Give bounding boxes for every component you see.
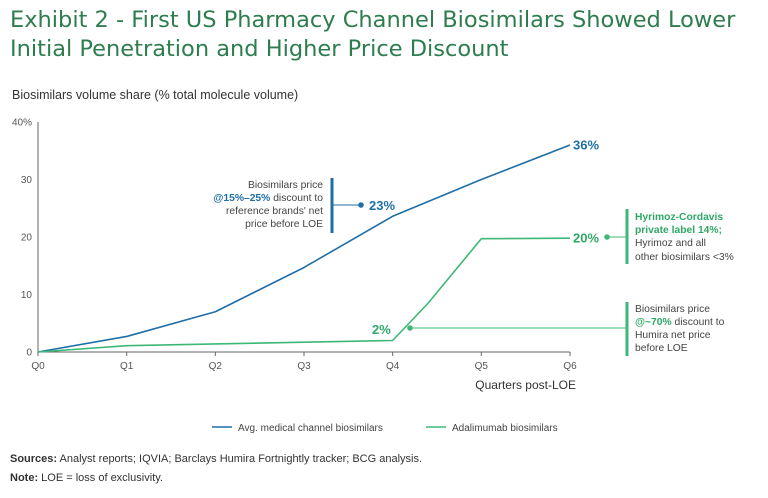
sources-label: Sources:	[10, 453, 58, 465]
annotation-green-top-line4: other biosimilars <3%	[635, 252, 734, 263]
x-tick-label: Q6	[563, 361, 577, 372]
annotation-green-top-line1: Hyrimoz-Cordavis	[635, 212, 723, 223]
x-tick-label: Q5	[475, 361, 489, 372]
series-line-medical	[37, 144, 571, 353]
sources-body: Analyst reports; IQVIA; Barclays Humira …	[59, 453, 423, 465]
chart-axes: 0 10 20 30 40% Q0 Q1 Q2 Q3 Q4 Q5 Q6 Quarters post-LO…	[12, 118, 577, 393]
annotation-blue-line2: @15%–25% discount to	[213, 193, 323, 204]
annotation-green-top-line3: Hyrimoz and all	[635, 238, 706, 249]
annotation-green-bottom-line3: Humira net price	[635, 330, 711, 341]
x-tick-label: Q2	[209, 361, 223, 372]
data-label-green-mid: 2%	[372, 322, 391, 337]
y-tick-label: 40%	[12, 118, 32, 129]
note-label: Note:	[10, 472, 39, 484]
data-label-green-end: 20%	[573, 231, 599, 246]
x-tick-label: Q3	[297, 361, 311, 372]
chart-lines	[37, 144, 571, 353]
y-tick-label: 30	[21, 175, 33, 186]
x-tick-label: Q1	[120, 361, 134, 372]
annotation-green-bottom-line4: before LOE	[635, 343, 688, 354]
legend-label-medical: Avg. medical channel biosimilars	[238, 423, 383, 434]
sources-text: Sources: Analyst reports; IQVIA; Barclay…	[10, 453, 422, 465]
annotation-green-bottom-line2: @~70% discount to	[635, 317, 725, 328]
y-tick-label: 0	[26, 348, 32, 359]
annotation-blue-line4: price before LOE	[245, 219, 323, 230]
note-body: LOE = loss of exclusivity.	[41, 472, 163, 484]
x-axis-title: Quarters post-LOE	[475, 378, 576, 392]
x-tick-label: Q0	[31, 361, 45, 372]
data-label-blue-end: 36%	[573, 138, 599, 153]
y-tick-label: 10	[21, 290, 33, 301]
annotation-green-bottom-line1: Biosimilars price	[635, 304, 710, 315]
series-line-adalimumab	[37, 237, 571, 353]
annotation-blue-line3: reference brands' net	[226, 206, 323, 217]
page-title: Exhibit 2 - First US Pharmacy Channel Bi…	[10, 7, 736, 62]
x-tick-label: Q4	[386, 361, 400, 372]
chart-annotations: 36% Biosimilars price @15%–25% discount to…	[213, 138, 734, 356]
y-tick-label: 20	[21, 233, 33, 244]
data-label-blue-mid: 23%	[369, 198, 395, 213]
chart-title: Biosimilars volume share (% total molecu…	[12, 88, 299, 102]
note-text: Note: LOE = loss of exclusivity.	[10, 472, 163, 484]
annotation-blue-line1: Biosimilars price	[248, 180, 323, 191]
legend-label-adalimumab: Adalimumab biosimilars	[452, 423, 558, 434]
annotation-green-top-line2: private label 14%;	[635, 225, 722, 236]
annotation-dot-blue	[358, 202, 364, 208]
chart-legend: Avg. medical channel biosimilars Adalimum…	[212, 423, 558, 434]
